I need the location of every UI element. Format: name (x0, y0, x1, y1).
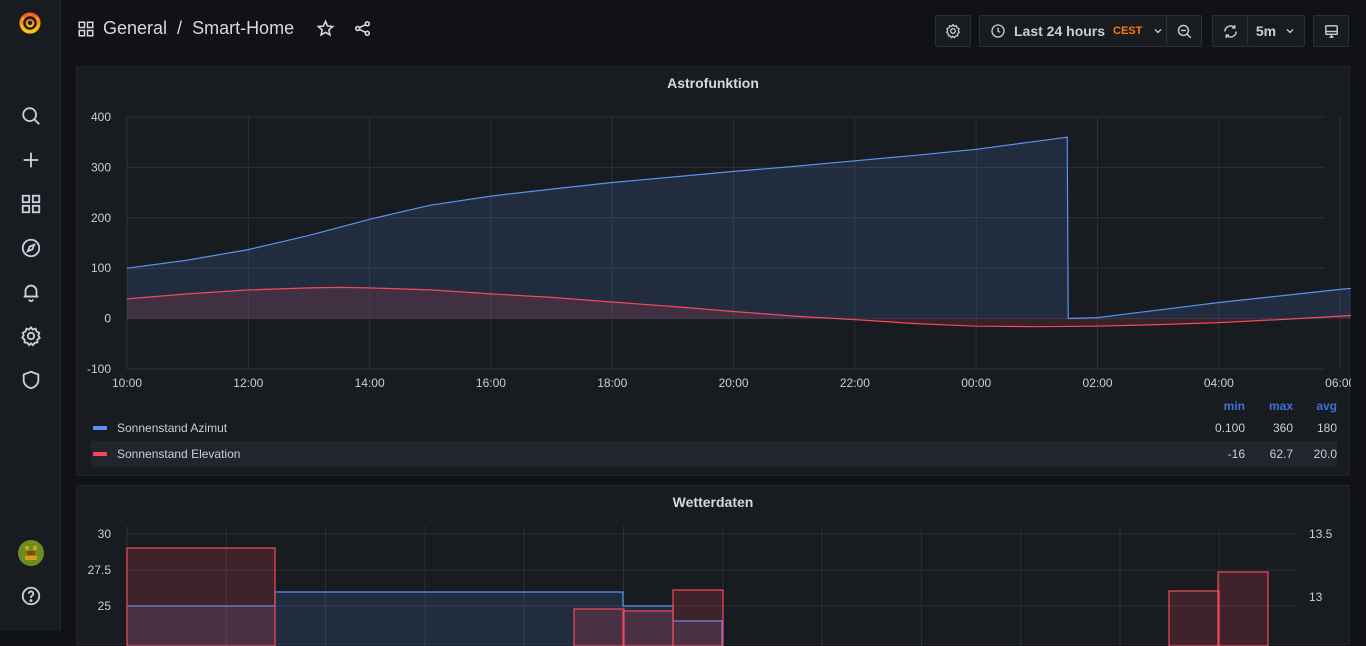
refresh-button[interactable] (1212, 15, 1248, 47)
legend-max: 360 (1272, 421, 1293, 435)
plus-icon[interactable] (18, 147, 44, 173)
x-tick-label: 20:00 (719, 376, 749, 390)
y-tick-label: 0 (104, 312, 111, 326)
series-area (127, 287, 1351, 327)
x-tick-label: 12:00 (233, 376, 263, 390)
refresh-interval-picker[interactable]: 5m (1247, 15, 1305, 47)
refresh-icon (1222, 23, 1239, 40)
y-tick-label-left: 27.5 (88, 563, 112, 577)
series-color-swatch[interactable] (93, 426, 107, 430)
legend-header-min[interactable]: min (1223, 399, 1245, 413)
help-icon[interactable] (18, 583, 44, 609)
legend-min: 0.100 (1214, 421, 1245, 435)
y-tick-label: -100 (87, 362, 111, 376)
panel-title[interactable]: Wetterdaten (672, 494, 754, 510)
x-tick-label: 04:00 (1204, 376, 1234, 390)
series-bar (126, 547, 276, 646)
wetterdaten-chart[interactable]: 30 27.5 25 13.5 13 (77, 516, 1351, 646)
y-tick-label: 300 (91, 160, 111, 174)
legend-avg: 180 (1316, 421, 1337, 435)
breadcrumb-dashboard[interactable]: Smart-Home (192, 18, 295, 38)
x-tick-label: 18:00 (597, 376, 627, 390)
series-bar (622, 610, 674, 646)
panel-wetterdaten: Wetterdaten 30 27.5 25 13.5 13 (76, 485, 1351, 646)
series-area (127, 137, 1351, 319)
x-tick-label: 22:00 (840, 376, 870, 390)
zoom-out-icon (1176, 23, 1193, 40)
refresh-interval-label: 5m (1255, 23, 1277, 39)
y-tick-label-left: 30 (98, 527, 112, 541)
y-tick-label: 100 (91, 261, 111, 275)
bell-icon[interactable] (18, 279, 44, 305)
dashboards-icon[interactable] (18, 191, 44, 217)
series-bar (1168, 590, 1220, 646)
legend-header-max[interactable]: max (1268, 399, 1293, 413)
x-tick-label: 14:00 (355, 376, 385, 390)
clock-icon (990, 23, 1006, 39)
breadcrumb-separator: / (177, 18, 183, 38)
series-line (126, 136, 1351, 320)
chevron-down-icon (1284, 25, 1296, 37)
monitor-icon (1323, 23, 1340, 40)
x-tick-label: 02:00 (1083, 376, 1113, 390)
compass-icon[interactable] (18, 235, 44, 261)
gear-icon (945, 23, 961, 39)
dashboard-grid-icon (77, 20, 95, 38)
breadcrumb: General / Smart-Home (77, 18, 372, 39)
shield-icon[interactable] (18, 367, 44, 393)
panel-title[interactable]: Astrofunktion (667, 75, 759, 91)
panel-astrofunktion: Astrofunktion 400 300 200 100 0 -100 10:00 12:0… (76, 66, 1351, 476)
search-icon[interactable] (18, 103, 44, 129)
dashboard-settings-button[interactable] (935, 15, 971, 47)
star-icon[interactable] (316, 19, 335, 38)
x-tick-label: 06:00 (1325, 376, 1351, 390)
side-menu (0, 0, 61, 631)
series-color-swatch[interactable] (93, 452, 107, 456)
legend-row-elevation[interactable]: Sonnenstand Elevation -16 62.7 20.0 (91, 441, 1337, 467)
series-line (126, 286, 1351, 328)
avatar[interactable] (18, 540, 44, 566)
x-tick-label: 16:00 (476, 376, 506, 390)
share-icon[interactable] (353, 19, 372, 38)
grafana-logo-icon[interactable] (17, 10, 43, 36)
series-bar (573, 608, 625, 646)
y-tick-label-left: 25 (98, 599, 112, 613)
x-tick-label: 10:00 (112, 376, 142, 390)
y-tick-label-right: 13 (1309, 590, 1323, 604)
tv-mode-button[interactable] (1313, 15, 1349, 47)
timezone-label: CEST (1113, 25, 1143, 37)
series-bar (1217, 571, 1269, 646)
y-tick-label-right: 13.5 (1309, 527, 1333, 541)
x-tick-label: 00:00 (961, 376, 991, 390)
breadcrumb-folder[interactable]: General (103, 18, 168, 38)
gear-icon[interactable] (18, 323, 44, 349)
legend-min: -16 (1227, 447, 1245, 461)
legend-series-name[interactable]: Sonnenstand Azimut (117, 421, 228, 435)
legend-max: 62.7 (1269, 447, 1293, 461)
legend-series-name[interactable]: Sonnenstand Elevation (117, 447, 241, 461)
legend-row-azimut[interactable]: Sonnenstand Azimut 0.100 360 180 (91, 415, 1337, 441)
time-range-label: Last 24 hours (1014, 23, 1106, 39)
y-tick-label: 200 (91, 211, 111, 225)
legend-header-avg[interactable]: avg (1316, 399, 1337, 413)
y-tick-label: 400 (91, 110, 111, 124)
top-bar: General / Smart-Home Last 24 hours CEST (61, 0, 1366, 62)
chevron-down-icon (1152, 25, 1164, 37)
time-picker-button[interactable]: Last 24 hours CEST (979, 15, 1167, 47)
legend-avg: 20.0 (1313, 447, 1337, 461)
series-bar (672, 589, 724, 646)
zoom-out-button[interactable] (1166, 15, 1202, 47)
